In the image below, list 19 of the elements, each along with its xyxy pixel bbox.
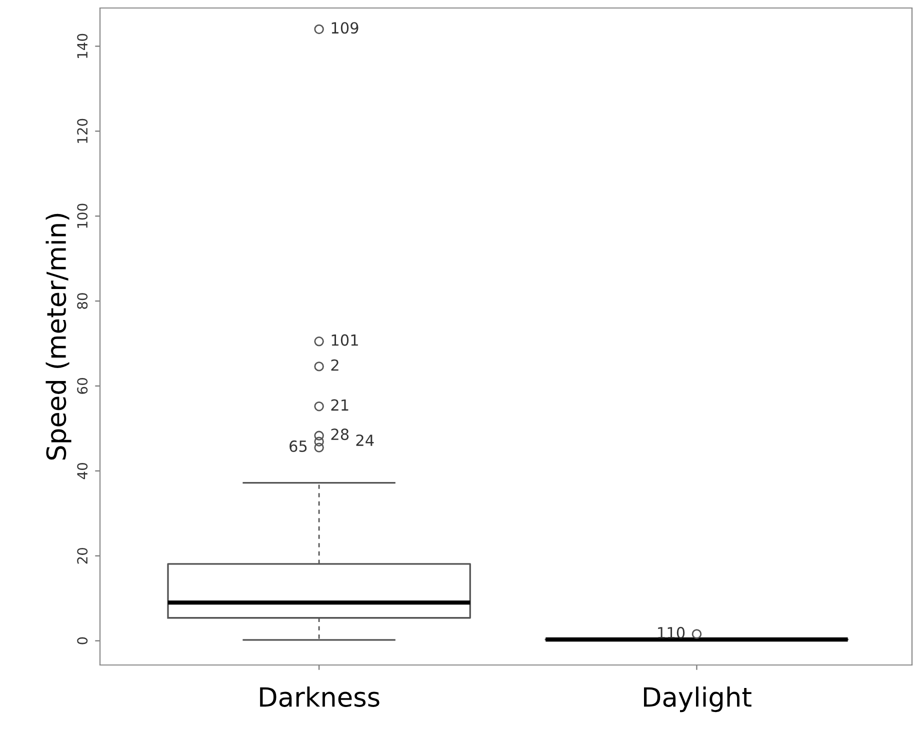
y-tick-label: 100 xyxy=(77,204,88,228)
y-tick-label: 40 xyxy=(77,463,88,480)
annotation: 101 xyxy=(332,334,358,346)
annotation: 24 xyxy=(356,434,374,446)
y-tick-label: 120 xyxy=(77,118,88,143)
y-tick-label: 80 xyxy=(77,293,88,309)
annotation: 65 xyxy=(290,440,307,452)
y-tick-label: 0 xyxy=(77,637,88,644)
annotation: 28 xyxy=(331,428,349,440)
annotation: 109 xyxy=(332,22,358,34)
annotation: 110 xyxy=(658,626,685,638)
annotation: 2 xyxy=(331,359,338,371)
y-tick-label: 140 xyxy=(77,34,88,58)
y-tick-label: 20 xyxy=(77,548,88,564)
y-tick-label: 60 xyxy=(77,378,88,394)
x-tick-label: Darkness xyxy=(260,686,380,707)
x-tick-label: Daylight xyxy=(644,686,752,712)
y-axis-title: Speed (meter/min) xyxy=(46,214,72,460)
annotation: 21 xyxy=(331,399,348,411)
